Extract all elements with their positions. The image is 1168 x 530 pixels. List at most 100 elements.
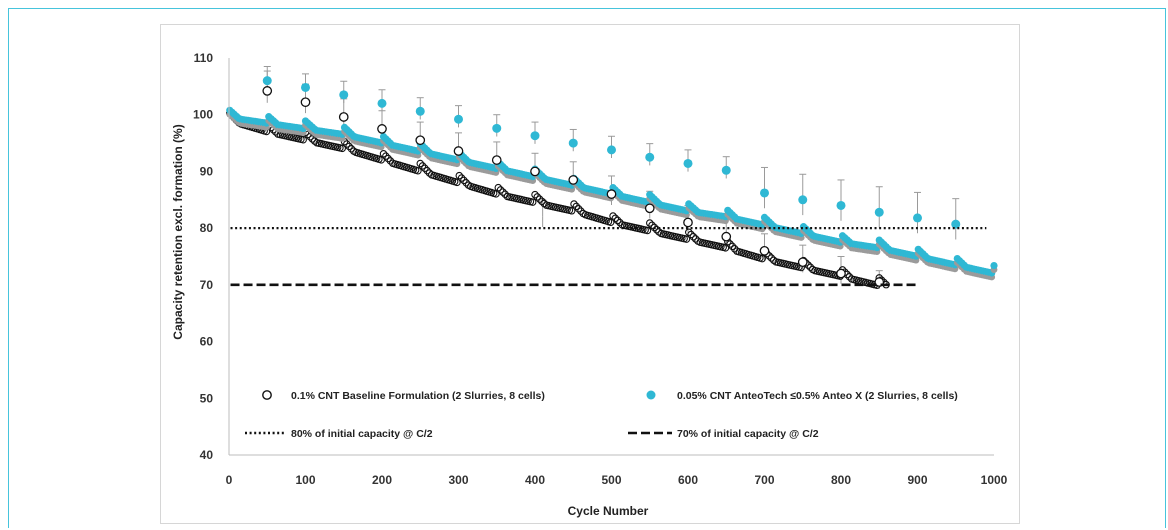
data-point xyxy=(535,195,544,203)
y-tick-label: 70 xyxy=(200,278,214,292)
y-tick-label: 60 xyxy=(200,335,214,349)
data-point xyxy=(689,232,698,241)
data-point xyxy=(382,152,390,160)
data-point xyxy=(990,261,998,270)
data-point xyxy=(455,171,464,180)
baseline-checkup-point xyxy=(415,135,426,146)
x-tick-label: 200 xyxy=(372,473,392,487)
x-tick-label: 700 xyxy=(754,473,774,487)
x-tick-label: 0 xyxy=(226,473,233,487)
anteotech-checkup-point xyxy=(262,76,272,86)
data-point xyxy=(494,183,503,192)
y-tick-label: 100 xyxy=(193,108,213,122)
error-bar xyxy=(799,173,807,216)
data-point xyxy=(540,199,548,208)
legend-marker-anteotech xyxy=(646,390,656,400)
data-point xyxy=(577,207,585,215)
data-point xyxy=(574,204,583,213)
legend-label-70pct: 70% of initial capacity @ C/2 xyxy=(677,428,819,440)
data-point xyxy=(648,221,656,230)
baseline-checkup-point xyxy=(797,257,808,268)
anteotech-checkup-point xyxy=(607,145,616,155)
data-point xyxy=(721,244,730,252)
data-point xyxy=(384,154,392,163)
baseline-checkup-point xyxy=(721,231,732,242)
reference-lines-layer xyxy=(230,227,987,287)
error-bar xyxy=(837,179,845,221)
data-point xyxy=(758,254,766,263)
anteotech-checkup-point xyxy=(913,213,922,223)
data-point xyxy=(687,230,695,239)
error-bar xyxy=(952,198,960,240)
data-point xyxy=(611,214,620,222)
anteotech-points xyxy=(226,106,998,281)
baseline-checkup-point xyxy=(759,245,770,256)
data-point xyxy=(418,162,427,170)
y-tick-label: 50 xyxy=(200,391,214,405)
legend-marker-baseline xyxy=(262,390,272,400)
data-point xyxy=(453,178,461,187)
axes-layer: 0 100 200 300 400 500 600 700 800 900 1000 40 50 60 70… xyxy=(193,51,1008,487)
y-tick-label: 40 xyxy=(200,448,214,462)
data-point xyxy=(643,226,652,235)
data-point xyxy=(347,144,356,153)
anteotech-checkup-point xyxy=(492,123,502,133)
error-bars-layer xyxy=(263,66,960,289)
data-point xyxy=(769,256,778,264)
anteotech-checkup-point xyxy=(760,188,769,198)
anteotech-checkup-point xyxy=(530,131,540,141)
data-point xyxy=(682,235,691,243)
x-tick-label: 500 xyxy=(601,473,621,487)
data-point xyxy=(567,207,576,215)
anteotech-checkup-point xyxy=(415,106,425,116)
baseline-checkup-point xyxy=(262,86,273,96)
anteotech-checkup-point xyxy=(874,207,884,217)
data-point xyxy=(492,190,500,198)
data-point xyxy=(533,193,542,201)
figure-frame xyxy=(8,8,1166,528)
baseline-checkup-point xyxy=(683,217,693,228)
data-point xyxy=(538,197,546,206)
anteotech-checkup-point xyxy=(339,90,349,100)
x-tick-label: 600 xyxy=(678,473,698,487)
data-point xyxy=(499,188,507,196)
x-tick-label: 400 xyxy=(525,473,545,487)
y-tick-label: 90 xyxy=(200,164,214,178)
x-tick-label: 300 xyxy=(448,473,468,487)
series-layer xyxy=(226,76,998,289)
data-point xyxy=(645,219,654,227)
baseline-checkup-point xyxy=(568,175,579,185)
data-point xyxy=(308,135,317,143)
data-point xyxy=(299,135,307,144)
data-point xyxy=(345,142,353,151)
anteotech-checkup-point xyxy=(454,114,463,124)
x-tick-label: 100 xyxy=(295,473,315,487)
baseline-checkup-point xyxy=(338,112,349,122)
y-axis-title: Capacity retention excl. formation (%) xyxy=(171,124,185,339)
data-point xyxy=(613,216,622,225)
data-point xyxy=(609,212,617,220)
legend-label-baseline: 0.1% CNT Baseline Formulation (2 Slurrie… xyxy=(291,390,545,402)
legend-label-80pct: 80% of initial capacity @ C/2 xyxy=(291,428,433,440)
anteotech-checkup-point xyxy=(377,98,387,108)
legend-label-anteotech: 0.05% CNT AnteoTech ≤0.5% Anteo X (2 Slu… xyxy=(677,390,958,402)
baseline-checkup-point xyxy=(836,268,846,279)
anteotech-checkup-point xyxy=(836,200,846,210)
data-point xyxy=(570,200,578,208)
data-point xyxy=(685,228,693,237)
error-bar xyxy=(875,186,883,228)
baseline-checkup-point xyxy=(606,189,617,199)
data-point xyxy=(421,164,429,173)
y-tick-label: 110 xyxy=(194,51,214,65)
legend: 0.1% CNT Baseline Formulation (2 Slurrie… xyxy=(245,390,958,440)
data-point xyxy=(416,159,424,168)
baseline-checkup-point xyxy=(530,166,540,177)
data-point xyxy=(726,240,734,248)
data-point xyxy=(496,186,505,194)
data-point xyxy=(343,140,351,148)
data-point xyxy=(652,225,661,234)
data-point xyxy=(650,223,659,232)
data-point xyxy=(338,144,346,153)
baseline-checkup-point xyxy=(491,155,502,165)
